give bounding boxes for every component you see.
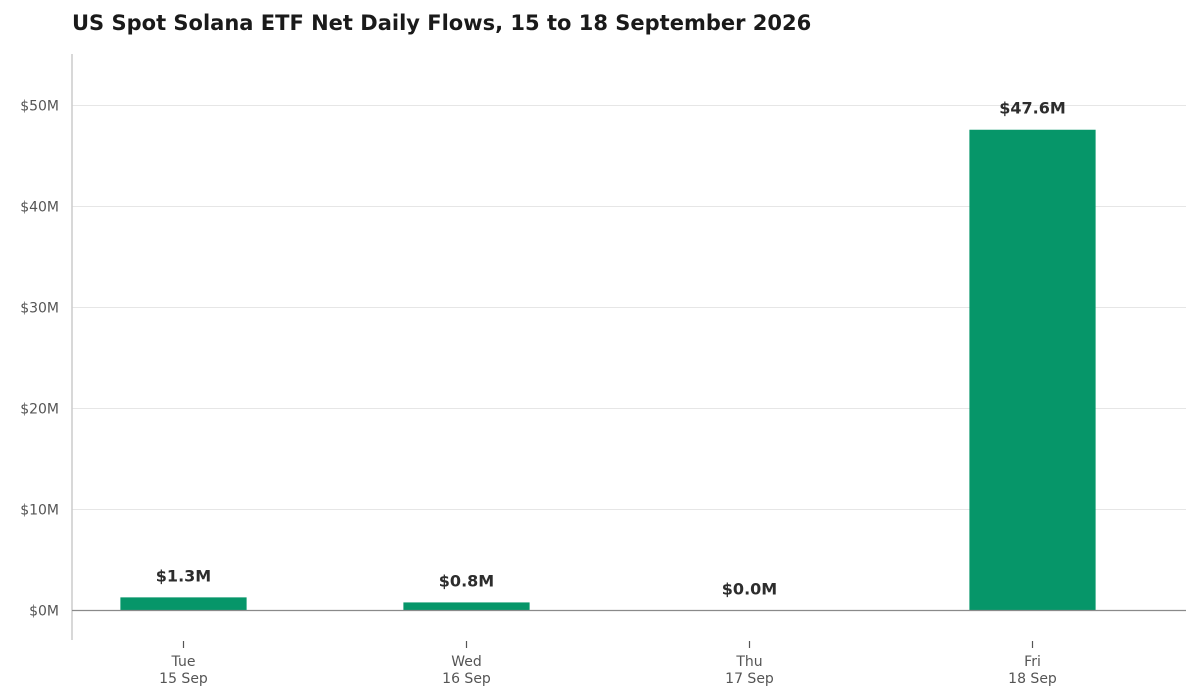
value-label: $47.6M [999, 99, 1066, 118]
y-tick-label: $50M [20, 99, 59, 115]
x-tick-label-date: 15 Sep [159, 671, 208, 687]
bar [120, 597, 247, 611]
chart-title: US Spot Solana ETF Net Daily Flows, 15 t… [72, 11, 811, 35]
x-tick-label-date: 16 Sep [442, 671, 491, 687]
data-labels: $1.3M $0.8M $0.0M $47.6M [156, 99, 1066, 599]
y-tick-label: $40M [20, 200, 59, 216]
value-label: $0.8M [439, 571, 494, 590]
x-tick-label-day: Tue [171, 654, 196, 670]
bar [969, 129, 1096, 611]
y-tick-label: $20M [20, 402, 59, 418]
x-tick-label-date: 17 Sep [725, 671, 774, 687]
y-tick-label: $0M [29, 604, 59, 620]
value-label: $1.3M [156, 566, 211, 585]
bars [120, 129, 1096, 611]
y-tick-label: $30M [20, 301, 59, 317]
value-label: $0.0M [722, 580, 777, 599]
x-tick-label-date: 18 Sep [1008, 671, 1057, 687]
y-tick-label: $10M [20, 503, 59, 519]
bar [403, 602, 530, 611]
x-tick-label-day: Thu [735, 654, 762, 670]
x-tick-label-day: Fri [1024, 654, 1041, 670]
x-tick-label-day: Wed [451, 654, 482, 670]
